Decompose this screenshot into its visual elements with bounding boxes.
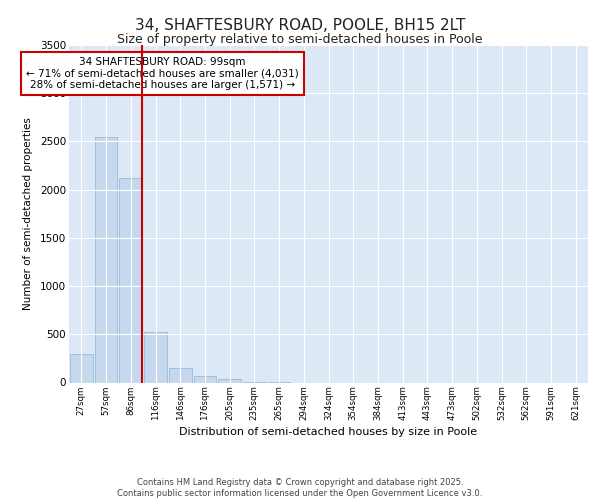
Bar: [144, 332, 167, 382]
Bar: [194, 376, 216, 382]
Bar: [218, 378, 241, 382]
Text: 34, SHAFTESBURY ROAD, POOLE, BH15 2LT: 34, SHAFTESBURY ROAD, POOLE, BH15 2LT: [135, 18, 465, 32]
Y-axis label: Number of semi-detached properties: Number of semi-detached properties: [23, 118, 33, 310]
Bar: [169, 368, 191, 382]
Text: Contains HM Land Registry data © Crown copyright and database right 2025.
Contai: Contains HM Land Registry data © Crown c…: [118, 478, 482, 498]
Text: Size of property relative to semi-detached houses in Poole: Size of property relative to semi-detach…: [117, 32, 483, 46]
Text: 34 SHAFTESBURY ROAD: 99sqm
← 71% of semi-detached houses are smaller (4,031)
28%: 34 SHAFTESBURY ROAD: 99sqm ← 71% of semi…: [26, 57, 299, 90]
Bar: [95, 136, 118, 382]
Bar: [70, 354, 93, 382]
Bar: [119, 178, 142, 382]
X-axis label: Distribution of semi-detached houses by size in Poole: Distribution of semi-detached houses by …: [179, 427, 478, 437]
